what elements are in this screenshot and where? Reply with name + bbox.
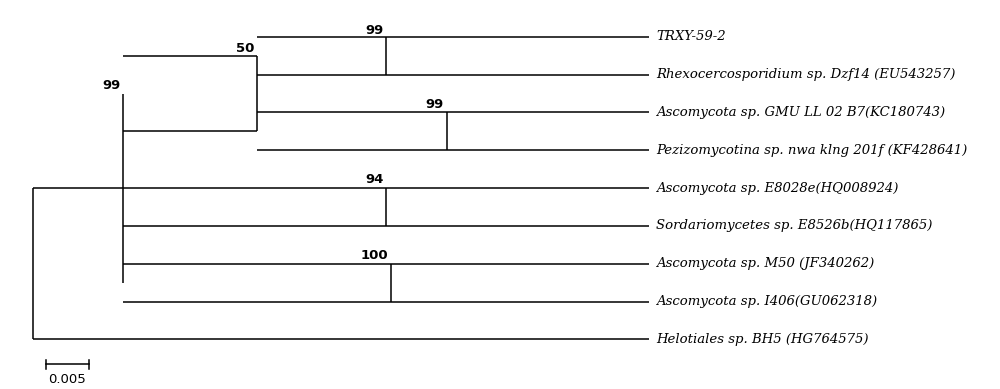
Text: Ascomycota sp. M50 (JF340262): Ascomycota sp. M50 (JF340262) bbox=[656, 257, 874, 270]
Text: 99: 99 bbox=[103, 79, 121, 92]
Text: 94: 94 bbox=[365, 173, 384, 186]
Text: Pezizomycotina sp. nwa klng 201f (KF428641): Pezizomycotina sp. nwa klng 201f (KF4286… bbox=[656, 144, 967, 157]
Text: 50: 50 bbox=[236, 42, 254, 54]
Text: Helotiales sp. BH5 (HG764575): Helotiales sp. BH5 (HG764575) bbox=[656, 333, 869, 346]
Text: 100: 100 bbox=[360, 249, 388, 262]
Text: TRXY-59-2: TRXY-59-2 bbox=[656, 30, 726, 43]
Text: 99: 99 bbox=[366, 24, 384, 37]
Text: 0.005: 0.005 bbox=[49, 373, 86, 386]
Text: 99: 99 bbox=[426, 98, 444, 110]
Text: Ascomycota sp. GMU LL 02 B7(KC180743): Ascomycota sp. GMU LL 02 B7(KC180743) bbox=[656, 106, 945, 119]
Text: Sordariomycetes sp. E8526b(HQ117865): Sordariomycetes sp. E8526b(HQ117865) bbox=[656, 219, 933, 233]
Text: Ascomycota sp. I406(GU062318): Ascomycota sp. I406(GU062318) bbox=[656, 295, 877, 308]
Text: Ascomycota sp. E8028e(HQ008924): Ascomycota sp. E8028e(HQ008924) bbox=[656, 182, 899, 194]
Text: Rhexocercosporidium sp. Dzf14 (EU543257): Rhexocercosporidium sp. Dzf14 (EU543257) bbox=[656, 68, 956, 81]
